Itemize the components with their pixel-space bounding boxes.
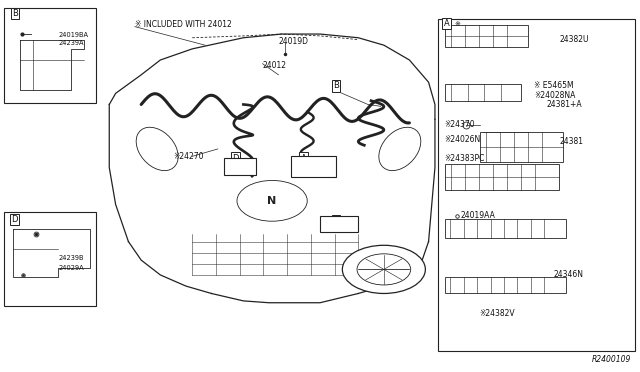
Text: B: B (333, 217, 339, 226)
Text: ※24382V: ※24382V (479, 310, 515, 318)
Ellipse shape (136, 127, 178, 171)
Text: 24382U: 24382U (559, 35, 589, 44)
Text: 24381: 24381 (559, 137, 584, 146)
Text: ※24370: ※24370 (445, 121, 475, 129)
Text: 24239A: 24239A (58, 40, 84, 46)
Text: ※24270: ※24270 (173, 152, 204, 161)
Bar (445, 84, 521, 101)
FancyBboxPatch shape (224, 158, 256, 175)
Text: 24239B: 24239B (58, 255, 84, 261)
Text: A: A (444, 19, 449, 28)
Bar (445, 219, 566, 238)
Text: ※24028NA: ※24028NA (534, 91, 575, 100)
Text: B: B (333, 81, 339, 90)
Bar (483, 132, 527, 147)
Text: D: D (232, 154, 239, 163)
Text: ※ E5465M: ※ E5465M (534, 81, 573, 90)
Bar (445, 277, 566, 294)
Text: 24029A: 24029A (58, 264, 84, 270)
Ellipse shape (379, 127, 421, 171)
Text: 24019D: 24019D (278, 37, 308, 46)
Text: D: D (12, 215, 18, 224)
Circle shape (237, 180, 307, 221)
Text: 24381+A: 24381+A (547, 100, 582, 109)
Bar (4, 212, 97, 307)
Text: ※: ※ (454, 21, 460, 27)
Bar (445, 164, 559, 190)
Text: 24019BA: 24019BA (58, 32, 88, 38)
Circle shape (357, 254, 411, 285)
Bar (445, 25, 527, 47)
Text: ※24026N: ※24026N (445, 135, 481, 144)
Text: A: A (301, 154, 307, 163)
Text: 24019AA: 24019AA (461, 211, 495, 220)
Text: R2400109: R2400109 (592, 355, 632, 364)
Text: B: B (12, 9, 18, 18)
FancyBboxPatch shape (320, 216, 358, 232)
Bar (479, 132, 563, 162)
Circle shape (342, 245, 426, 294)
Text: 24012: 24012 (262, 61, 287, 70)
Bar (4, 8, 97, 103)
Text: ※24383PC: ※24383PC (445, 154, 485, 163)
Text: N: N (268, 196, 276, 206)
Bar (438, 19, 635, 351)
Text: 24346N: 24346N (553, 270, 583, 279)
Text: ※ INCLUDED WITH 24012: ※ INCLUDED WITH 24012 (135, 20, 232, 29)
FancyBboxPatch shape (291, 156, 336, 177)
